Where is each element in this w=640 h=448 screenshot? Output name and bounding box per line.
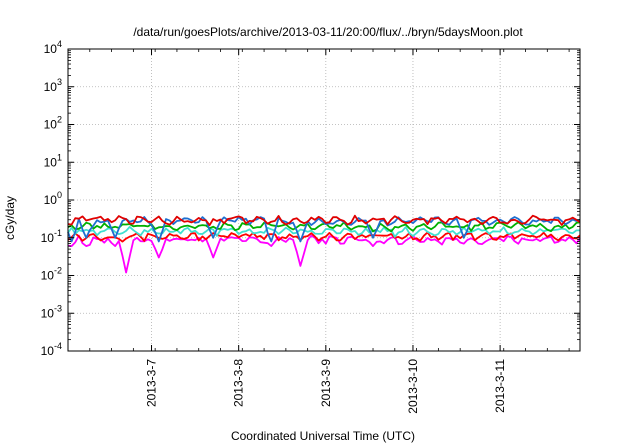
x-tick-label: 2013-3-9 xyxy=(319,359,333,407)
y-tick-label: 102 xyxy=(44,115,62,132)
x-axis-label: Coordinated Universal Time (UTC) xyxy=(231,429,415,443)
y-tick-label: 10-2 xyxy=(41,266,62,283)
series-line xyxy=(67,234,581,274)
y-tick-label: 10-1 xyxy=(41,228,62,245)
series-line xyxy=(67,214,581,227)
y-axis-label: cGy/day xyxy=(3,196,17,240)
grid-lines xyxy=(68,48,580,352)
y-tick-label: 10-3 xyxy=(41,303,62,320)
x-tick-label: 2013-3-8 xyxy=(232,359,246,407)
chart-title: /data/run/goesPlots/archive/2013-03-11/2… xyxy=(133,25,523,39)
y-tick-label: 100 xyxy=(44,190,62,207)
series-line xyxy=(67,225,580,238)
y-tick-label: 101 xyxy=(44,152,62,169)
series-line xyxy=(67,216,581,243)
x-tick-label: 2013-3-7 xyxy=(145,359,159,407)
y-tick-label: 10-4 xyxy=(41,341,62,358)
x-tick-label: 2013-3-11 xyxy=(493,359,507,413)
y-tick-label: 103 xyxy=(44,77,62,94)
y-tick-label: 104 xyxy=(44,39,62,56)
series-line xyxy=(67,231,581,243)
x-tick-label: 2013-3-10 xyxy=(406,359,420,414)
series-layer xyxy=(67,214,581,274)
axis-ticks: 10-4 10-3 10-2 10-1 100 101 102 103 104 2013-3-7 2… xyxy=(41,39,580,414)
